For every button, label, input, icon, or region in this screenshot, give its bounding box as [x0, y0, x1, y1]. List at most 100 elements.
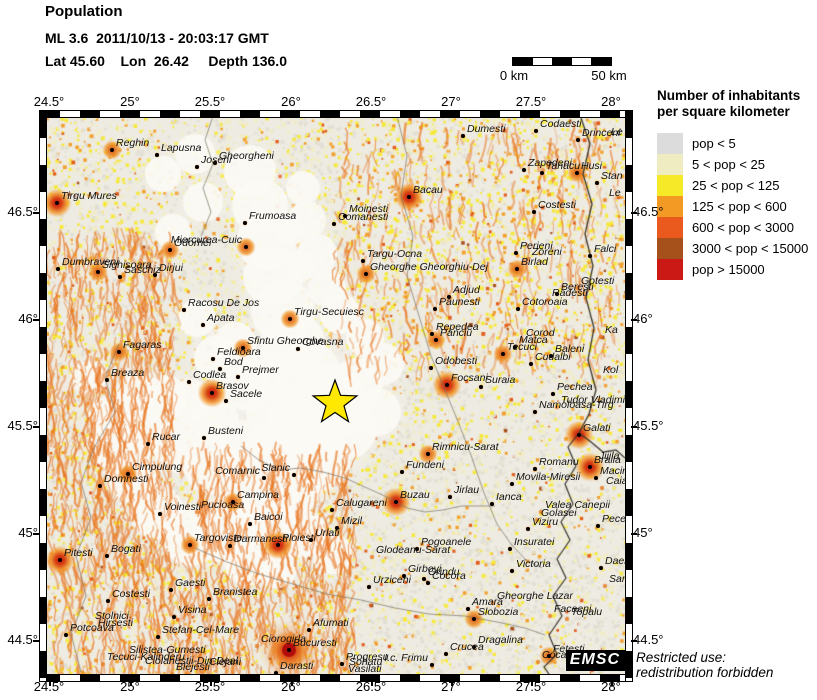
city-label: Radesti — [552, 287, 588, 299]
city-dot — [529, 362, 533, 366]
city-label: Sar — [609, 573, 625, 585]
city-dot — [296, 347, 300, 351]
lat-label: 45° — [18, 525, 38, 540]
city-dot — [510, 569, 514, 573]
city-label: Miercurea-Cuic — [170, 234, 242, 246]
city-dot — [248, 522, 252, 526]
epicenter-star-icon — [311, 378, 359, 424]
city-dot — [244, 245, 248, 249]
city-dot — [466, 607, 470, 611]
city-dot — [187, 380, 191, 384]
city-dot — [207, 597, 211, 601]
city-label: Mizil — [341, 515, 362, 527]
lat-label: 45° — [633, 525, 653, 540]
city-dot — [153, 273, 157, 277]
lon-label: 26.5° — [355, 679, 387, 694]
legend-swatch — [657, 238, 683, 259]
lat-label: 45.5° — [633, 418, 664, 433]
city-label: Insuratei — [514, 536, 555, 548]
city-label: Cudalbi — [535, 351, 571, 363]
city-label: Repedea — [436, 321, 479, 333]
lat-label: 46.5° — [7, 204, 38, 219]
city-label: Moinesti — [349, 203, 389, 215]
restriction-notice: Restricted use: redistribution forbidden — [636, 650, 773, 680]
legend-item: 600 < pop < 3000 — [657, 217, 817, 238]
city-dot — [307, 628, 311, 632]
city-dot — [168, 248, 172, 252]
city-dot — [155, 153, 159, 157]
city-label: Costesti — [538, 199, 576, 211]
city-label: Gheorghe Gheorghiu-Dej — [370, 261, 488, 273]
city-label: Tecuci — [507, 341, 537, 353]
city-label: Covasna — [302, 336, 344, 348]
city-label: Sacele — [230, 388, 263, 400]
city-label: Girbovi — [408, 563, 442, 575]
city-dot — [515, 267, 519, 271]
city-label: Targoviste — [194, 532, 243, 544]
city-dot — [96, 270, 100, 274]
lon-label: 26.5° — [355, 94, 387, 109]
city-label: Odorhei — [174, 237, 212, 249]
city-label: Stefan-Cel-Mare — [162, 624, 240, 636]
city-dot — [516, 307, 520, 311]
city-label: Facaeni — [554, 603, 592, 615]
lat-label: 46.5° — [633, 204, 664, 219]
lat-tick — [33, 640, 39, 642]
city-label: Progresu — [346, 651, 389, 663]
city-label: Calugareni — [336, 497, 387, 509]
city-dot — [218, 367, 222, 371]
city-label: Le — [609, 187, 621, 199]
city-dot — [105, 554, 109, 558]
lon-label: 27° — [441, 679, 461, 694]
city-label: Costesti — [112, 588, 150, 600]
city-dot — [430, 663, 434, 667]
city-label: Macin — [600, 465, 625, 477]
city-dot — [105, 378, 109, 382]
city-label: Tanacu — [546, 160, 581, 172]
city-label: Zoreni — [532, 246, 562, 258]
lon-label: 27.5° — [515, 679, 547, 694]
city-label: Afumati — [313, 617, 349, 629]
city-dot — [430, 332, 434, 336]
city-label: Husi — [581, 160, 603, 172]
city-label: Bacau — [413, 184, 443, 196]
city-label: Tudor Vladimirescu — [561, 394, 625, 406]
city-label: Breaza — [111, 367, 145, 379]
city-label: Pogoanele — [421, 536, 472, 548]
legend-swatch — [657, 217, 683, 238]
city-label: Sohatu — [349, 656, 383, 668]
city-label: Gaesti — [175, 577, 206, 589]
lat-label: 45.5° — [7, 418, 38, 433]
lon-tick — [611, 110, 613, 116]
city-label: Tirgu Mures — [61, 190, 117, 202]
city-dot — [188, 543, 192, 547]
city-label: Urziceni — [373, 574, 411, 586]
legend-swatch — [657, 175, 683, 196]
city-label: Jijila — [599, 450, 620, 462]
city-label: Busteni — [208, 425, 244, 437]
city-dot — [501, 352, 505, 356]
city-label: Suraia — [485, 374, 516, 386]
city-label: Visina — [178, 604, 207, 616]
city-dot — [461, 134, 465, 138]
city-dot — [287, 648, 291, 652]
event-magnitude-datetime: ML 3.6 2011/10/13 - 20:03:17 GMT — [45, 30, 269, 46]
city-label: Buzau — [400, 489, 430, 501]
city-dot — [367, 585, 371, 589]
city-label: Clejani — [209, 656, 242, 668]
city-label: Blejesti — [176, 661, 210, 673]
city-label: Amara — [472, 596, 503, 608]
city-dot — [533, 410, 537, 414]
legend-item: 25 < pop < 125 — [657, 175, 817, 196]
city-dot — [236, 375, 240, 379]
legend-label: pop < 5 — [692, 136, 736, 151]
lon-label: 26° — [281, 94, 301, 109]
city-dot — [426, 581, 430, 585]
city-label: Braila — [594, 454, 621, 466]
city-dot — [274, 671, 278, 674]
city-dot — [202, 436, 206, 440]
city-label: Gheorghe Lazar — [497, 590, 573, 602]
city-dot — [510, 482, 514, 486]
city-label: Perieni — [520, 240, 553, 252]
lon-tick — [130, 680, 132, 686]
